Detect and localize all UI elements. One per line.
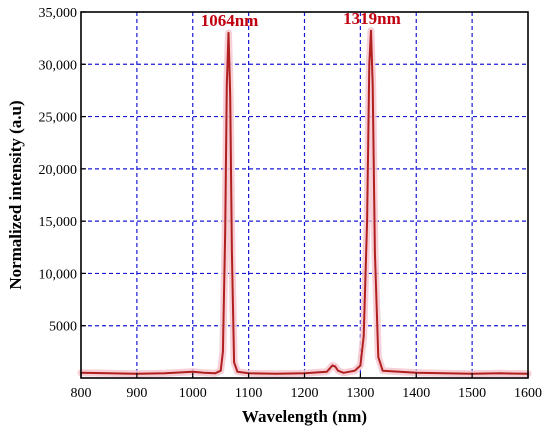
data-point	[203, 371, 205, 374]
x-axis-title: Wavelength (nm)	[242, 407, 367, 426]
y-tick-label-2: 15,000	[39, 215, 78, 230]
y-tick-label-6: 35,000	[39, 6, 78, 21]
data-point	[377, 356, 380, 358]
x-tick-label-4: 1200	[291, 386, 319, 401]
data-point	[108, 372, 110, 375]
data-point	[191, 370, 194, 373]
data-point	[233, 361, 235, 364]
x-tick-label-6: 1400	[402, 386, 430, 401]
data-point	[231, 251, 233, 254]
x-tick-label-7: 1500	[458, 386, 486, 401]
grid-lines	[81, 12, 528, 378]
y-tick-label-4: 25,000	[39, 111, 78, 126]
y-tick-label-5: 30,000	[39, 58, 78, 73]
data-point	[368, 63, 371, 66]
peak-annotations: 1064nm 1319nm	[201, 9, 401, 30]
x-tick-label-0: 800	[71, 386, 92, 401]
data-point	[374, 251, 376, 254]
y-axis-title: Normalized intensity (a.u)	[6, 100, 25, 289]
x-tick-label-2: 1000	[179, 386, 207, 401]
data-point	[219, 369, 222, 372]
data-point	[443, 372, 445, 375]
data-point	[359, 364, 362, 367]
data-point	[337, 369, 339, 372]
data-point	[371, 84, 374, 86]
data-point	[214, 372, 216, 375]
y-tick-label-3: 20,000	[39, 163, 78, 178]
data-point	[224, 230, 226, 233]
peak-label-1: 1319nm	[343, 9, 401, 28]
x-tick-label-8: 1600	[514, 386, 542, 401]
data-point	[362, 335, 365, 337]
data-point	[334, 365, 337, 368]
y-tick-label-0: 5000	[49, 320, 77, 335]
data-point	[164, 372, 166, 375]
data-point	[499, 372, 501, 375]
data-point	[227, 32, 230, 34]
data-point	[366, 220, 368, 222]
x-tick-label-5: 1300	[346, 386, 374, 401]
x-tick-label-3: 1100	[235, 386, 262, 401]
data-point	[331, 364, 334, 367]
data-point	[342, 371, 345, 374]
data-point	[326, 370, 328, 373]
peak-label-0: 1064nm	[201, 11, 259, 30]
x-tick-label-1: 900	[126, 386, 147, 401]
data-point	[381, 369, 384, 372]
data-point	[226, 84, 228, 86]
y-tick-label-1: 10,000	[39, 267, 78, 282]
data-point	[370, 30, 372, 32]
axis-ticks: 800 900 1000 1100 1200 1300 1400 1500 1600 5000 10…	[39, 6, 543, 401]
data-point	[236, 370, 239, 373]
data-point	[353, 369, 356, 372]
data-point	[222, 351, 224, 353]
data-point	[275, 373, 278, 375]
data-point	[229, 94, 231, 97]
